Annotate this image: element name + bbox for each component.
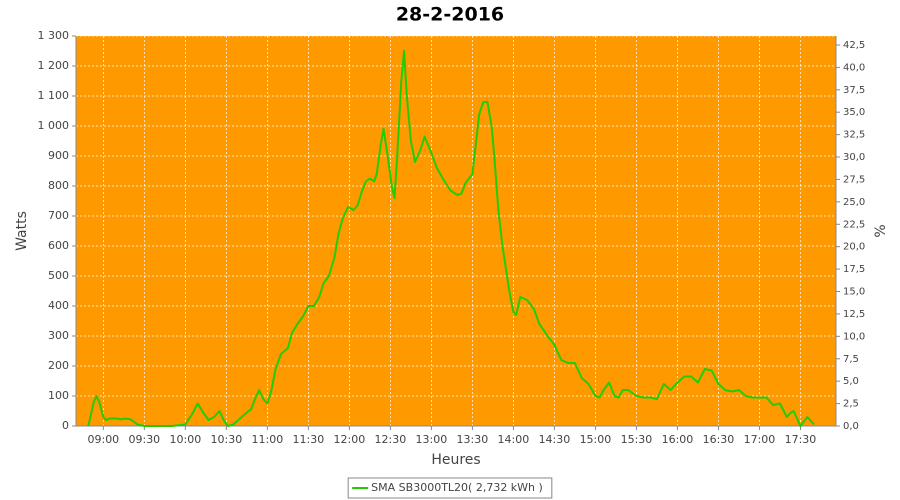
y2-tick-label: 32,5: [843, 130, 865, 141]
y-tick-label: 1 300: [38, 29, 70, 42]
x-tick-label: 11:30: [293, 433, 325, 446]
y-tick-label: 200: [48, 359, 69, 372]
y2-tick-label: 15,0: [843, 287, 865, 298]
y2-tick-label: 0,0: [843, 421, 859, 432]
x-tick-label: 13:30: [457, 433, 489, 446]
plot-area: [76, 36, 836, 426]
y-tick-label: 800: [48, 179, 69, 192]
y-tick-label: 1 000: [38, 119, 70, 132]
y-tick-label: 900: [48, 149, 69, 162]
x-tick-label: 14:30: [539, 433, 571, 446]
y-tick-label: 1 200: [38, 59, 70, 72]
y2-tick-label: 20,0: [843, 242, 865, 253]
y-tick-label: 1 100: [38, 89, 70, 102]
x-tick-label: 10:30: [211, 433, 243, 446]
legend: SMA SB3000TL20( 2,732 kWh ): [347, 477, 553, 499]
x-tick-label: 09:00: [87, 433, 119, 446]
y-tick-label: 600: [48, 239, 69, 252]
x-tick-label: 12:00: [334, 433, 366, 446]
y2-tick-label: 37,5: [843, 85, 865, 96]
y2-tick-label: 35,0: [843, 107, 865, 118]
x-tick-label: 14:00: [498, 433, 530, 446]
x-axis-label: Heures: [431, 452, 480, 468]
legend-box: [347, 477, 553, 499]
y-tick-label: 400: [48, 299, 69, 312]
x-tick-label: 16:30: [703, 433, 735, 446]
x-tick-label: 11:00: [252, 433, 284, 446]
y2-tick-label: 27,5: [843, 174, 865, 185]
y2-tick-label: 30,0: [843, 152, 865, 163]
y-tick-label: 500: [48, 269, 69, 282]
y2-tick-label: 7,5: [843, 354, 859, 365]
x-tick-label: 17:30: [785, 433, 817, 446]
x-tick-label: 16:00: [662, 433, 694, 446]
y2-tick-label: 2,5: [843, 399, 859, 410]
x-tick-label: 12:30: [375, 433, 407, 446]
x-tick-label: 09:30: [128, 433, 160, 446]
x-tick-label: 15:30: [621, 433, 653, 446]
y-tick-label: 300: [48, 329, 69, 342]
chart-title: 28-2-2016: [396, 4, 504, 26]
x-tick-label: 10:00: [170, 433, 202, 446]
y-tick-label: 100: [48, 389, 69, 402]
x-tick-label: 13:00: [416, 433, 448, 446]
y-tick-label: 700: [48, 209, 69, 222]
y2-tick-label: 5,0: [843, 376, 859, 387]
y2-tick-label: 40,0: [843, 62, 865, 73]
y2-tick-label: 10,0: [843, 331, 865, 342]
x-tick-label: 15:00: [580, 433, 612, 446]
y2-tick-label: 25,0: [843, 197, 865, 208]
series-line: [87, 50, 815, 427]
y2-tick-label: 12,5: [843, 309, 865, 320]
x-tick-label: 17:00: [744, 433, 776, 446]
y-tick-label: 0: [62, 419, 69, 432]
y2-axis-label: %: [873, 224, 889, 237]
y2-tick-label: 22,5: [843, 219, 865, 230]
y-axis-label: Watts: [14, 211, 30, 251]
y2-tick-label: 42,5: [843, 40, 865, 51]
legend-label: SMA SB3000TL20( 2,732 kWh ): [371, 481, 543, 494]
y2-tick-label: 17,5: [843, 264, 865, 275]
